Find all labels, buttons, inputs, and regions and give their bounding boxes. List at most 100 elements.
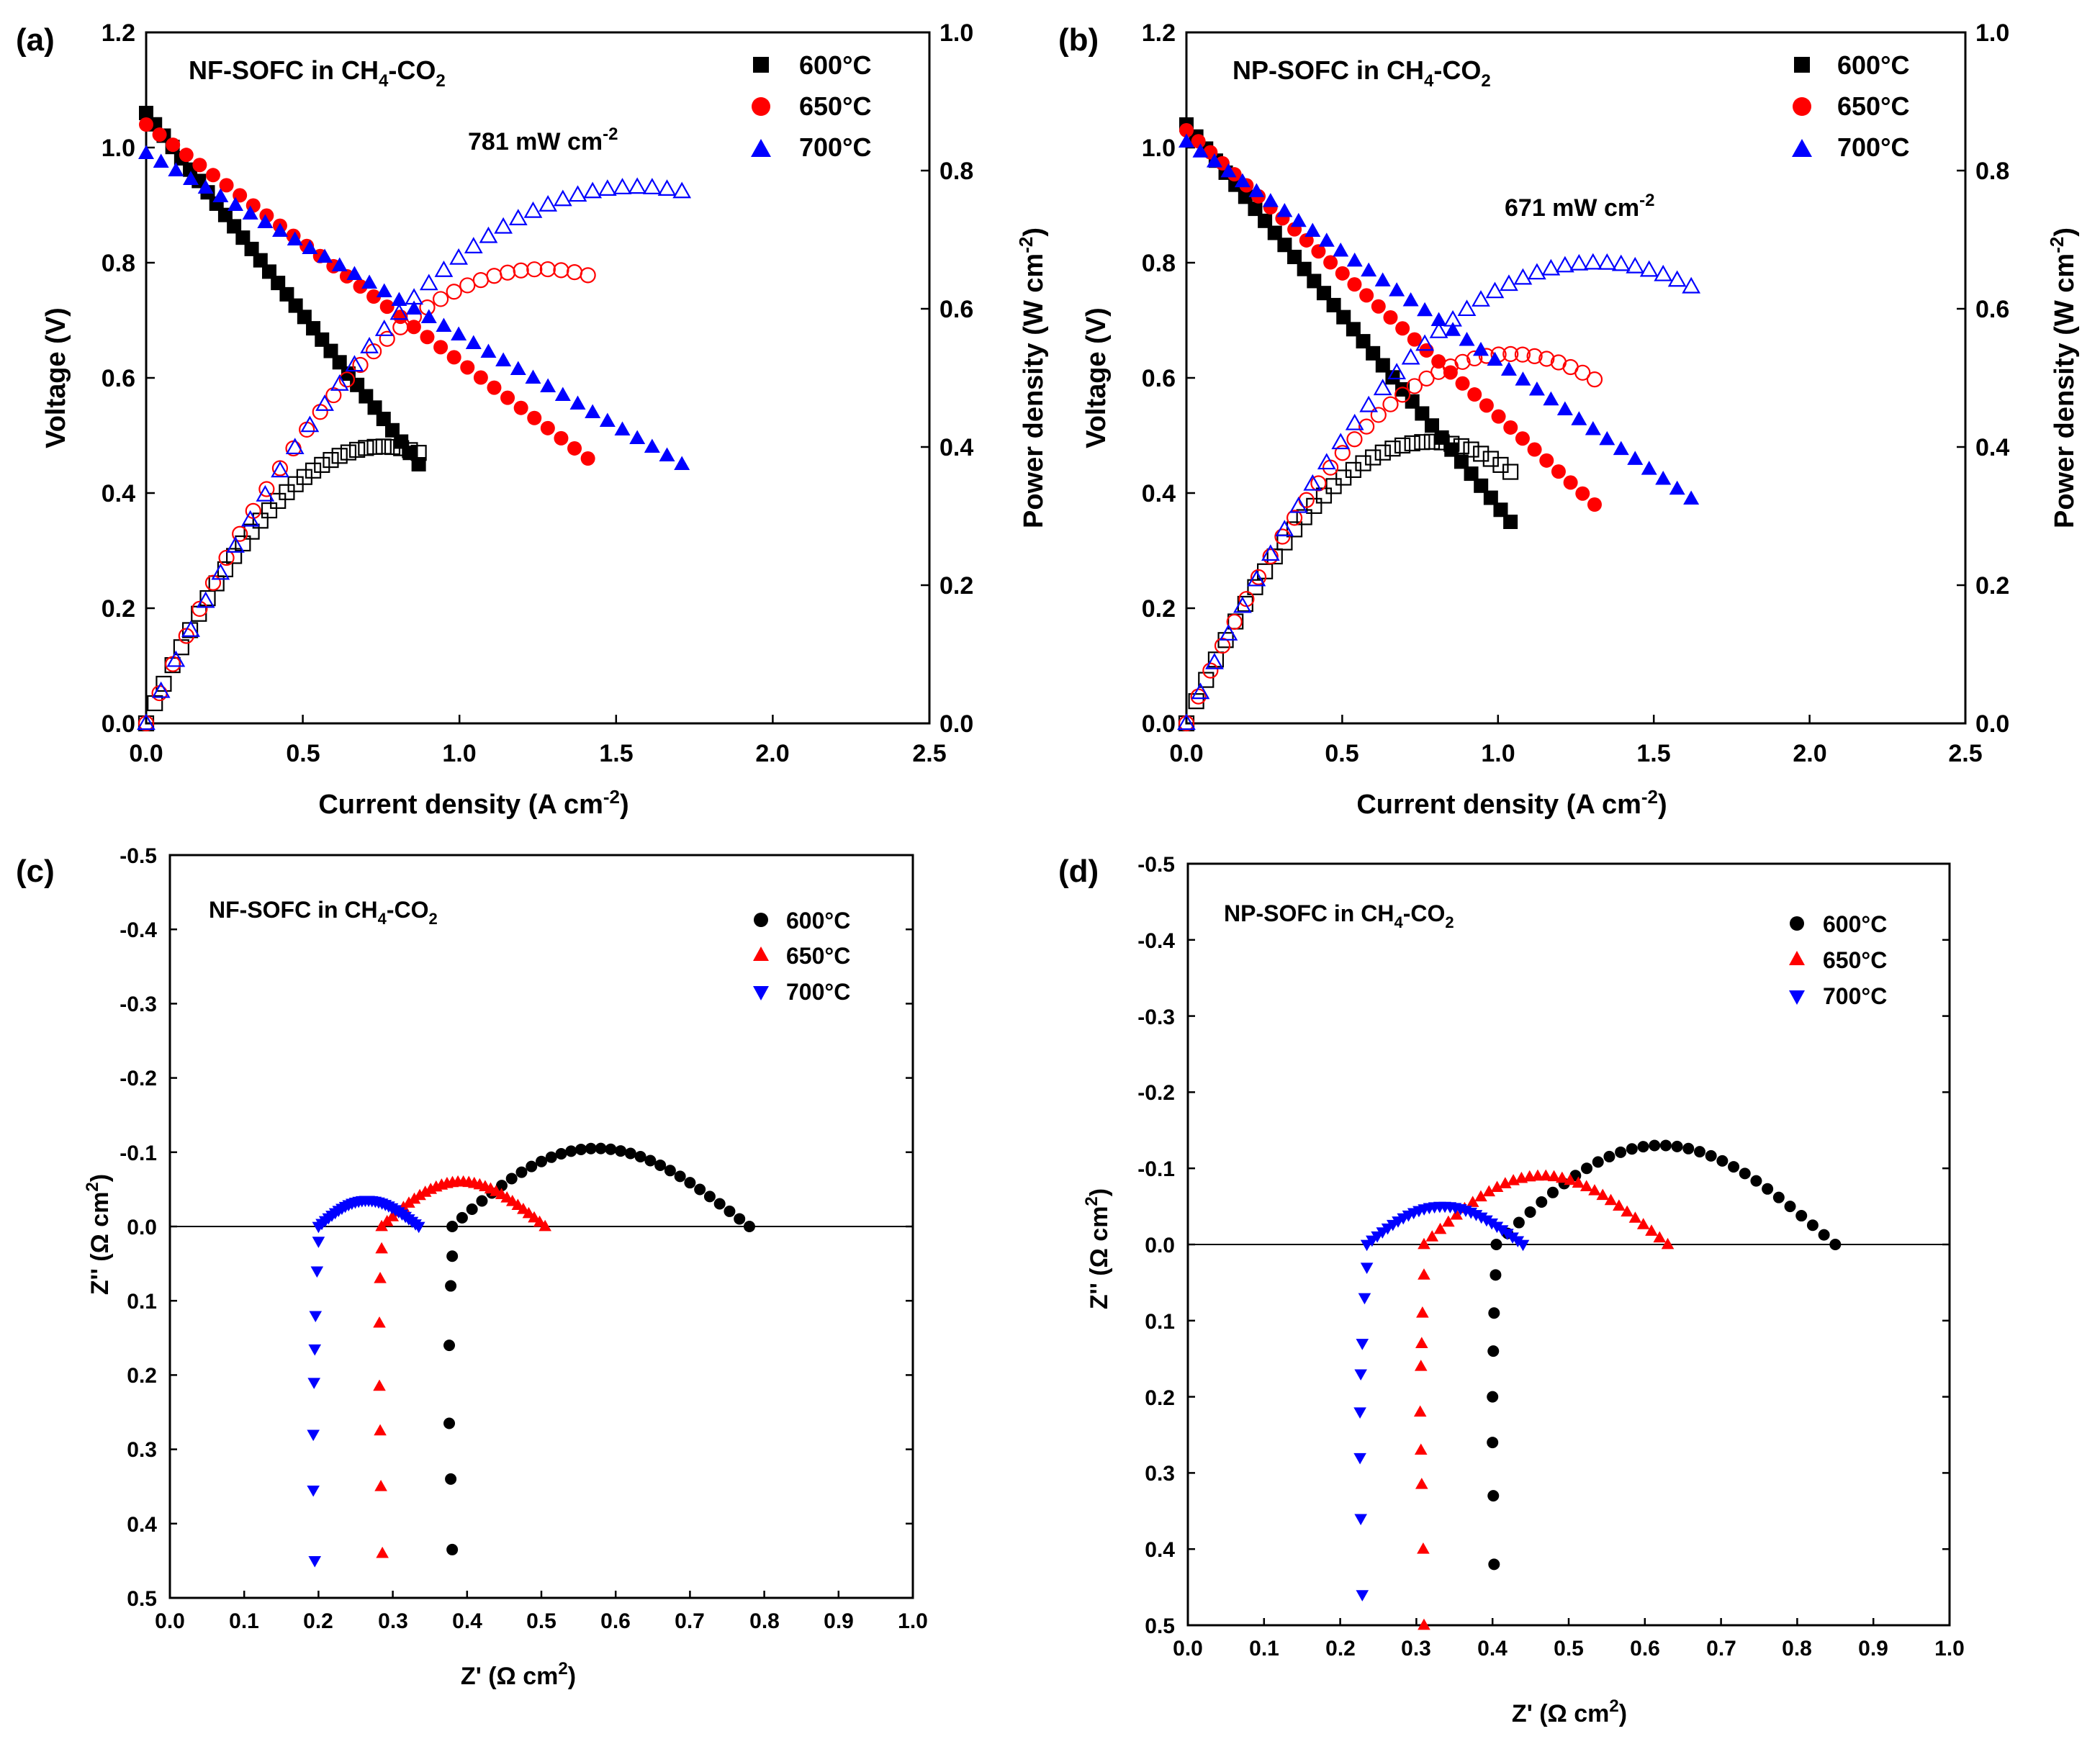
voltage-point <box>1454 454 1469 469</box>
voltage-point <box>527 410 542 425</box>
voltage-point <box>1556 401 1573 415</box>
power-density-point <box>523 201 543 218</box>
voltage-point <box>376 412 391 427</box>
y-tick-label: 0.1 <box>1145 1310 1175 1334</box>
power-density-point <box>486 268 503 284</box>
voltage-point <box>1336 310 1351 325</box>
y-right-axis-label-b: Power density (W cm-2) <box>2046 227 2080 528</box>
voltage-point <box>152 127 167 143</box>
y-tick-label: 0.2 <box>102 595 135 623</box>
power-density-point <box>1286 521 1303 538</box>
power-density-point <box>1526 348 1543 364</box>
plot-title-c: NF-SOFC in CH4-CO2 <box>209 897 438 928</box>
y-tick-label: 0.0 <box>102 710 135 738</box>
power-density-point <box>1303 474 1322 491</box>
voltage-point <box>1503 420 1518 435</box>
y-tick-label: 0.8 <box>102 250 135 277</box>
x-tick-labels-b: 0.0 0.5 1.0 1.5 2.0 2.5 <box>1169 740 1982 767</box>
y-tick-label: 1.0 <box>1142 135 1176 162</box>
voltage-point <box>1528 381 1545 396</box>
y-tick-label: 0.4 <box>1142 480 1176 507</box>
x-label-end: ) <box>620 790 629 820</box>
impedance-point <box>1829 1239 1842 1250</box>
power-density-point <box>366 438 383 455</box>
power-density-point <box>389 303 409 320</box>
voltage-point <box>1346 322 1361 337</box>
impedance-point <box>1414 1360 1428 1371</box>
y-tick-label: 0.2 <box>1145 1386 1175 1410</box>
voltage-point <box>1575 486 1590 501</box>
x-axis-label-c: Z' (Ω cm2) <box>461 1659 576 1690</box>
x-axis-label-a: Current density (A cm-2) <box>318 786 628 820</box>
power-density-point <box>1247 569 1266 587</box>
impedance-point <box>443 1417 456 1429</box>
impedance-point <box>413 1188 426 1201</box>
y-axis-label-d: Z'' (Ω cm2) <box>1082 1188 1113 1309</box>
y-tick-label: -0.1 <box>1137 1157 1175 1181</box>
impedance-point <box>545 1151 557 1163</box>
voltage-point <box>1287 250 1302 264</box>
voltage-point <box>391 292 407 306</box>
power-density-point <box>1345 413 1364 430</box>
power-density-point <box>499 264 516 281</box>
impedance-point <box>307 1485 320 1497</box>
y-tick-label: -0.2 <box>1137 1081 1175 1105</box>
voltage-point <box>227 196 244 211</box>
voltage-point <box>446 350 461 365</box>
legend-marker <box>754 913 768 927</box>
power-density-point <box>1485 281 1505 299</box>
power-density-point <box>526 261 543 278</box>
power-density-point <box>331 448 348 464</box>
power-density-point <box>568 185 587 202</box>
voltage-point <box>480 343 497 358</box>
voltage-point <box>1234 173 1250 188</box>
voltage-point <box>1613 440 1629 456</box>
voltage-point <box>599 412 616 427</box>
power-density-point <box>580 267 596 284</box>
voltage-point <box>1307 274 1322 289</box>
y-tick-label: 0.3 <box>127 1438 157 1462</box>
voltage-point <box>166 137 181 153</box>
voltage-point <box>674 456 690 470</box>
title-sub: 4 <box>378 910 387 928</box>
legend-marker <box>753 946 769 961</box>
voltage-point <box>1304 222 1321 237</box>
impedance-point <box>505 1173 518 1185</box>
plot-title-b: NP-SOFC in CH4-CO2 <box>1232 55 1491 91</box>
power-density-point <box>1214 637 1231 654</box>
impedance-point <box>1806 1219 1819 1232</box>
voltage-point <box>1655 470 1672 485</box>
power-density-point <box>1513 268 1533 285</box>
impedance-point <box>1487 1391 1499 1403</box>
voltage-point <box>271 276 286 291</box>
voltage-point <box>513 400 528 415</box>
impedance-point <box>1818 1229 1830 1241</box>
title-sub: 2 <box>436 71 445 91</box>
impedance-point <box>1513 1216 1525 1229</box>
x-label-exp: 2 <box>558 1659 567 1679</box>
power-density-point <box>508 209 528 225</box>
impedance-point <box>734 1213 746 1225</box>
voltage-point <box>436 317 452 332</box>
voltage-point <box>554 430 569 446</box>
impedance-point <box>1354 1514 1367 1526</box>
y-right-tick-labels-b: 0.0 0.2 0.4 0.6 0.8 1.0 <box>1975 19 2009 738</box>
panel-label-b: (b) <box>1058 22 1099 58</box>
power-density-point <box>1583 253 1603 270</box>
impedance-point <box>373 1379 386 1391</box>
power-density-point <box>1289 496 1308 513</box>
impedance-point <box>1556 1171 1569 1183</box>
voltage-point <box>1515 431 1530 446</box>
x-tick-label: 0.4 <box>452 1609 482 1633</box>
impedance-point <box>373 1316 386 1328</box>
impedance-point <box>1413 1405 1427 1417</box>
x-tick-label: 0.5 <box>526 1609 556 1633</box>
impedance-point <box>1636 1218 1650 1229</box>
impedance-point <box>446 1250 459 1262</box>
power-density-point <box>1382 396 1399 412</box>
voltage-point <box>379 299 395 315</box>
impedance-point <box>307 1429 320 1442</box>
legend-label: 650°C <box>786 943 850 969</box>
impedance-point <box>1356 1339 1369 1350</box>
legend-marker <box>752 97 770 116</box>
